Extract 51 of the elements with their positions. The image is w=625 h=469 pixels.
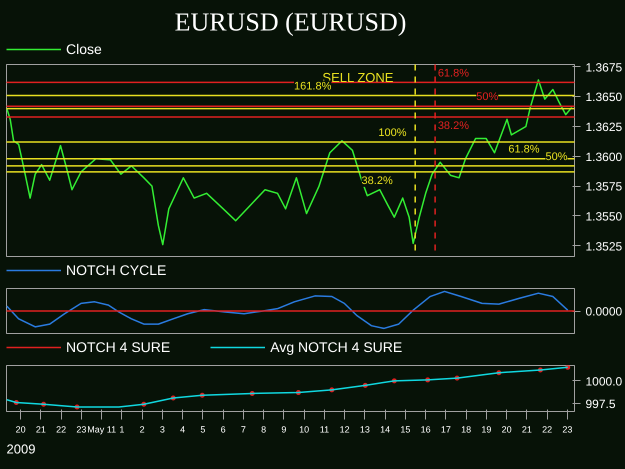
- y-tick-label: 1.3675: [586, 60, 623, 74]
- x-tick-label: 20: [502, 424, 512, 434]
- x-tick-label: 22: [542, 424, 552, 434]
- x-tick-label: 22: [56, 424, 66, 434]
- chart-title: EURUSD (EURUSD): [174, 8, 406, 36]
- x-tick-label: 3: [160, 424, 165, 434]
- x-tick-label: 15: [400, 424, 410, 434]
- text: 2009: [6, 442, 36, 456]
- y-tick-label: 1.3550: [586, 209, 623, 224]
- y-tick-label: 1.3650: [586, 90, 623, 104]
- text: 0.0000: [586, 304, 623, 318]
- x-tick-label: 14: [380, 424, 390, 434]
- x-tick-label: 2: [140, 424, 145, 434]
- legend-label: Close: [66, 41, 102, 57]
- annotation: 50%: [476, 91, 499, 104]
- x-tick-label: 1: [119, 424, 124, 434]
- x-tick-label: 8: [261, 424, 266, 434]
- annotation: 61.8%: [508, 144, 540, 156]
- x-tick-label: 21: [522, 424, 532, 434]
- x-tick-label: 23: [562, 424, 572, 434]
- x-tick-label: 10: [299, 424, 310, 434]
- x-tick-label: 7: [240, 424, 246, 434]
- annotation: 50%: [545, 150, 568, 163]
- y-tick-label: 1.3525: [586, 239, 623, 254]
- x-tick-label: 11: [320, 424, 330, 434]
- x-tick-label: May 11: [87, 424, 116, 434]
- legend-label: NOTCH CYCLE: [66, 262, 166, 278]
- annotation: 61.8%: [438, 67, 470, 80]
- annotation: 38.2%: [438, 120, 470, 132]
- x-tick-label: 21: [36, 424, 46, 434]
- x-tick-label: 5: [200, 424, 206, 434]
- x-tick-label: 9: [281, 424, 286, 434]
- x-tick-label: 4: [180, 424, 186, 434]
- x-tick-label: 6: [220, 424, 226, 434]
- y-tick-label: 1.3575: [586, 180, 623, 194]
- x-tick-label: 13: [360, 424, 370, 434]
- legend-label: Avg NOTCH 4 SURE: [270, 339, 402, 355]
- annotation: 100%: [378, 127, 407, 140]
- x-tick-label: 16: [420, 424, 431, 434]
- x-tick-label: 18: [461, 424, 472, 434]
- x-tick-label: 20: [16, 424, 26, 434]
- y-tick-label: 1.3625: [586, 120, 623, 134]
- y-tick-label: 1.3600: [586, 150, 623, 164]
- legend-label: NOTCH 4 SURE: [66, 339, 170, 355]
- x-tick-label: 19: [481, 424, 492, 434]
- y-tick-label: 997.5: [586, 396, 616, 411]
- x-tick-label: 23: [76, 424, 86, 434]
- x-tick-label: 17: [440, 424, 451, 434]
- annotation: 38.2%: [362, 174, 393, 187]
- y-tick-label: 1000.0: [586, 374, 623, 388]
- x-tick-label: 12: [340, 424, 350, 434]
